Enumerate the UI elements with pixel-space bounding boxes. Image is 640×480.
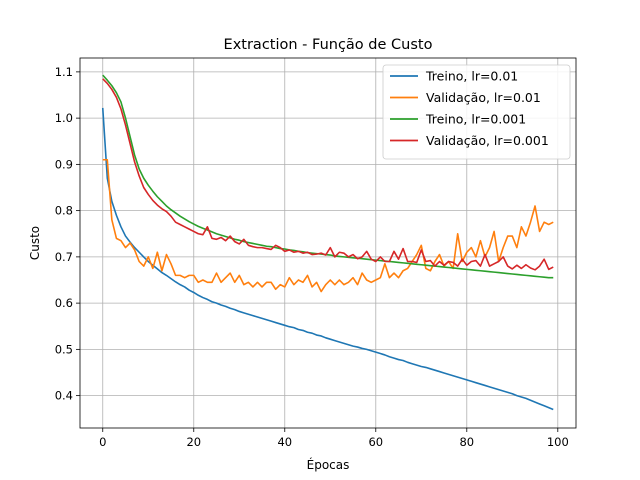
x-tick-label: 40 <box>277 435 292 449</box>
y-tick-label: 0.7 <box>55 250 73 264</box>
y-tick-label: 0.5 <box>55 342 73 356</box>
series-line <box>102 158 554 293</box>
chart-title: Extraction - Função de Custo <box>224 37 433 53</box>
x-tick-label: 60 <box>368 435 383 449</box>
legend-entry: Treino, lr=0.001 <box>425 112 526 127</box>
y-tick-label: 0.4 <box>55 389 73 403</box>
y-tick-label: 1.0 <box>55 111 73 125</box>
x-tick-label: 80 <box>459 435 474 449</box>
series-line <box>102 78 554 271</box>
legend-entry: Treino, lr=0.01 <box>425 69 518 84</box>
axis-ticks: 0 20 40 60 80 100 0.4 0.5 0.6 0.7 0.8 0.9 1.0 1.1 <box>55 65 569 449</box>
legend: Treino, lr=0.01 Validação, lr=0.01 Treino,… <box>382 64 571 160</box>
y-tick-label: 0.9 <box>55 157 73 171</box>
x-axis-label: Épocas <box>307 457 350 472</box>
x-tick-label: 100 <box>547 435 569 449</box>
legend-box <box>382 64 571 160</box>
legend-entry: Validação, lr=0.001 <box>426 133 549 148</box>
plot-frame <box>79 57 577 429</box>
series-line <box>101 107 554 411</box>
y-axis-label: Custo <box>28 226 42 260</box>
series-line <box>102 74 554 279</box>
y-tick-label: 1.1 <box>55 65 73 79</box>
grid <box>80 58 576 428</box>
x-tick-label: 0 <box>99 435 106 449</box>
series-lines <box>101 74 554 411</box>
y-tick-label: 0.6 <box>55 296 73 310</box>
y-tick-label: 0.8 <box>55 204 73 218</box>
legend-entry: Validação, lr=0.01 <box>426 90 541 105</box>
x-tick-label: 20 <box>186 435 201 449</box>
